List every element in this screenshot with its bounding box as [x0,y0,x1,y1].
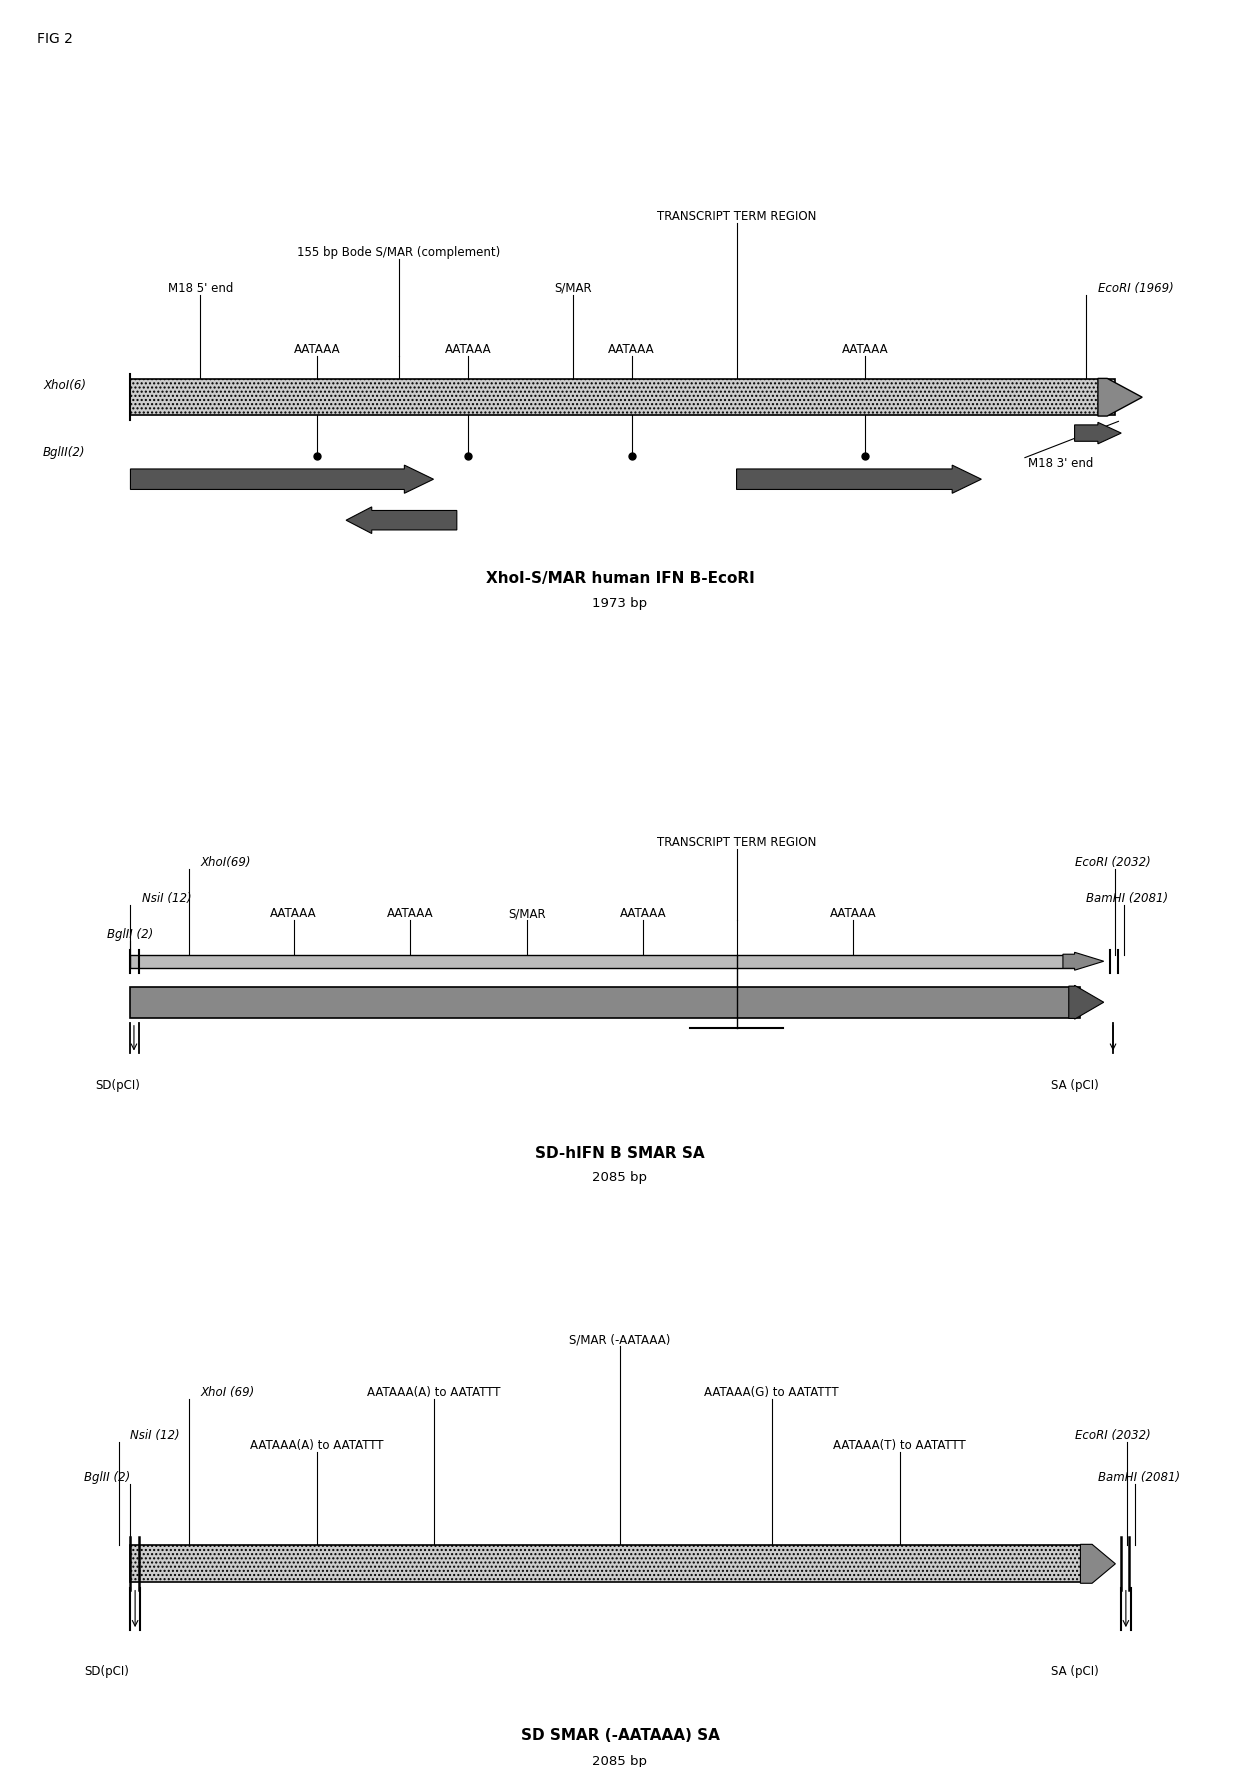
Text: AATAAA: AATAAA [609,343,655,357]
Text: XhoI-S/MAR human IFN B-EcoRI: XhoI-S/MAR human IFN B-EcoRI [486,571,754,587]
FancyArrow shape [346,507,456,534]
Text: M18 5' end: M18 5' end [167,281,233,295]
Text: S/MAR: S/MAR [554,281,593,295]
Text: AATAAA: AATAAA [842,343,888,357]
Text: 155 bp Bode S/MAR (complement): 155 bp Bode S/MAR (complement) [296,246,500,258]
Text: SD(pCI): SD(pCI) [84,1665,129,1677]
Text: FIG 2: FIG 2 [37,32,73,46]
Text: BglII (2): BglII (2) [107,928,154,940]
Text: SA (pCI): SA (pCI) [1052,1665,1099,1677]
Text: NsiI (12): NsiI (12) [130,1430,180,1442]
Bar [130,1544,1092,1583]
Text: AATAAA(G) to AATATTT: AATAAA(G) to AATATTT [704,1387,838,1399]
Text: 2085 bp: 2085 bp [593,1172,647,1184]
Text: XhoI(6): XhoI(6) [43,380,86,392]
Text: AATAAA: AATAAA [387,906,434,921]
Bar [130,380,1115,415]
Text: EcoRI (2032): EcoRI (2032) [1075,855,1151,869]
FancyArrow shape [737,465,981,493]
Text: AATAAA: AATAAA [620,906,667,921]
Text: XhoI (69): XhoI (69) [201,1387,254,1399]
Text: 2085 bp: 2085 bp [593,1755,647,1767]
FancyArrow shape [1063,952,1104,970]
FancyArrow shape [130,465,434,493]
Text: SD-hIFN B SMAR SA: SD-hIFN B SMAR SA [536,1145,704,1161]
FancyArrow shape [1080,1544,1116,1583]
Text: 1973 bp: 1973 bp [593,597,647,610]
Text: EcoRI (2032): EcoRI (2032) [1075,1430,1151,1442]
Text: AATAAA(A) to AATATTT: AATAAA(A) to AATATTT [250,1440,383,1452]
Text: TRANSCRIPT TERM REGION: TRANSCRIPT TERM REGION [657,836,816,848]
Text: BglII(2): BglII(2) [43,445,86,459]
Text: M18 3' end: M18 3' end [1028,458,1094,470]
Text: BamHI (2081): BamHI (2081) [1086,892,1168,905]
Text: AATAAA: AATAAA [294,343,340,357]
Text: AATAAA(T) to AATATTT: AATAAA(T) to AATATTT [833,1440,966,1452]
Text: S/MAR: S/MAR [508,906,546,921]
Text: AATAAA(A) to AATATTT: AATAAA(A) to AATATTT [367,1387,500,1399]
Text: XhoI(69): XhoI(69) [201,855,250,869]
Text: S/MAR (-AATAAA): S/MAR (-AATAAA) [569,1334,671,1346]
Text: SD SMAR (-AATAAA) SA: SD SMAR (-AATAAA) SA [521,1728,719,1742]
Text: TRANSCRIPT TERM REGION: TRANSCRIPT TERM REGION [657,210,816,223]
Text: SA (pCI): SA (pCI) [1052,1080,1099,1092]
FancyArrow shape [1069,986,1104,1020]
Text: BglII (2): BglII (2) [84,1472,130,1484]
Text: EcoRI (1969): EcoRI (1969) [1097,281,1173,295]
Text: AATAAA: AATAAA [270,906,317,921]
Text: AATAAA: AATAAA [445,343,492,357]
FancyArrow shape [1097,378,1142,415]
Text: SD(pCI): SD(pCI) [95,1080,140,1092]
Bar [130,986,1080,1018]
Bar [130,954,1075,968]
Text: BamHI (2081): BamHI (2081) [1097,1472,1180,1484]
Text: AATAAA: AATAAA [830,906,877,921]
FancyArrow shape [1075,422,1121,444]
Text: NsiI (12): NsiI (12) [143,892,192,905]
